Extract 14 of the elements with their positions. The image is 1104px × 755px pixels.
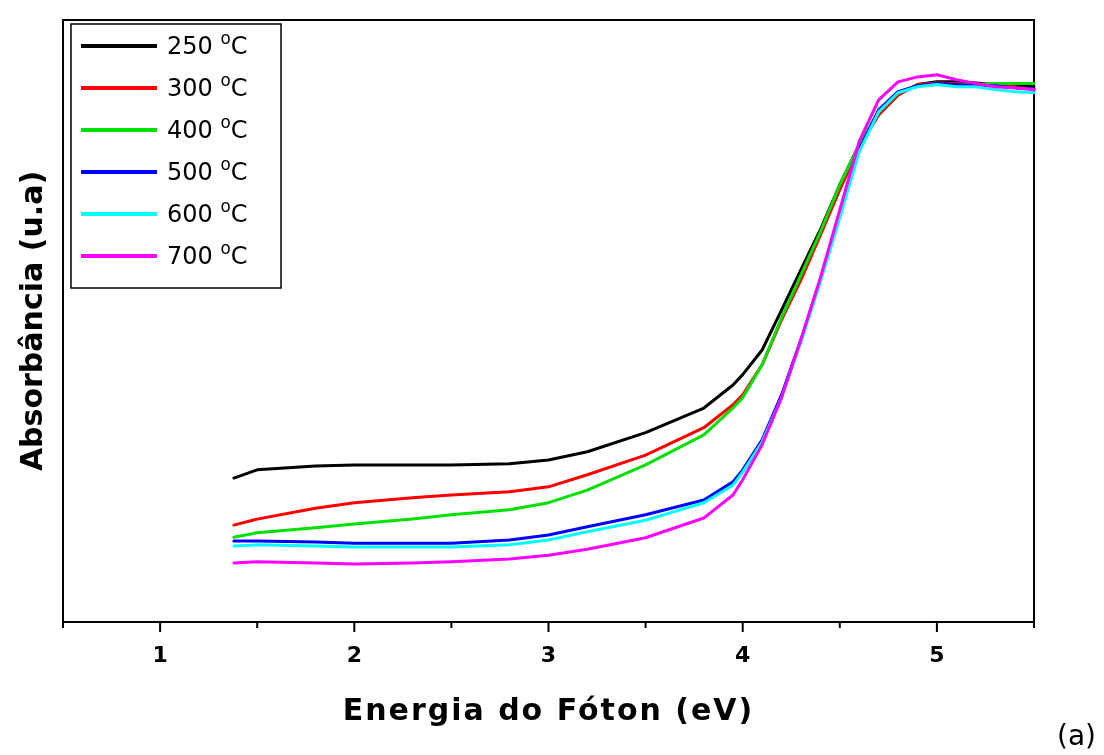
x-tick-label: 5 (929, 642, 945, 667)
x-tick-label: 4 (735, 642, 751, 667)
legend-label: 400 $^{o}$C (167, 112, 248, 144)
x-tick-label: 3 (540, 642, 557, 667)
legend-label: 250 $^{o}$C (167, 28, 248, 60)
x-tick-label: 1 (152, 642, 168, 667)
y-axis-title: Absorbância (u.a) (14, 170, 49, 472)
legend-label: 700 $^{o}$C (167, 238, 248, 270)
x-axis-title: Energia do Fóton (eV) (342, 692, 755, 727)
legend-label: 600 $^{o}$C (167, 196, 248, 228)
text: (a) (1056, 719, 1096, 752)
x-tick-label: 2 (346, 642, 362, 667)
legend-label: 300 $^{o}$C (167, 70, 248, 102)
legend-label: 500 $^{o}$C (167, 154, 248, 186)
